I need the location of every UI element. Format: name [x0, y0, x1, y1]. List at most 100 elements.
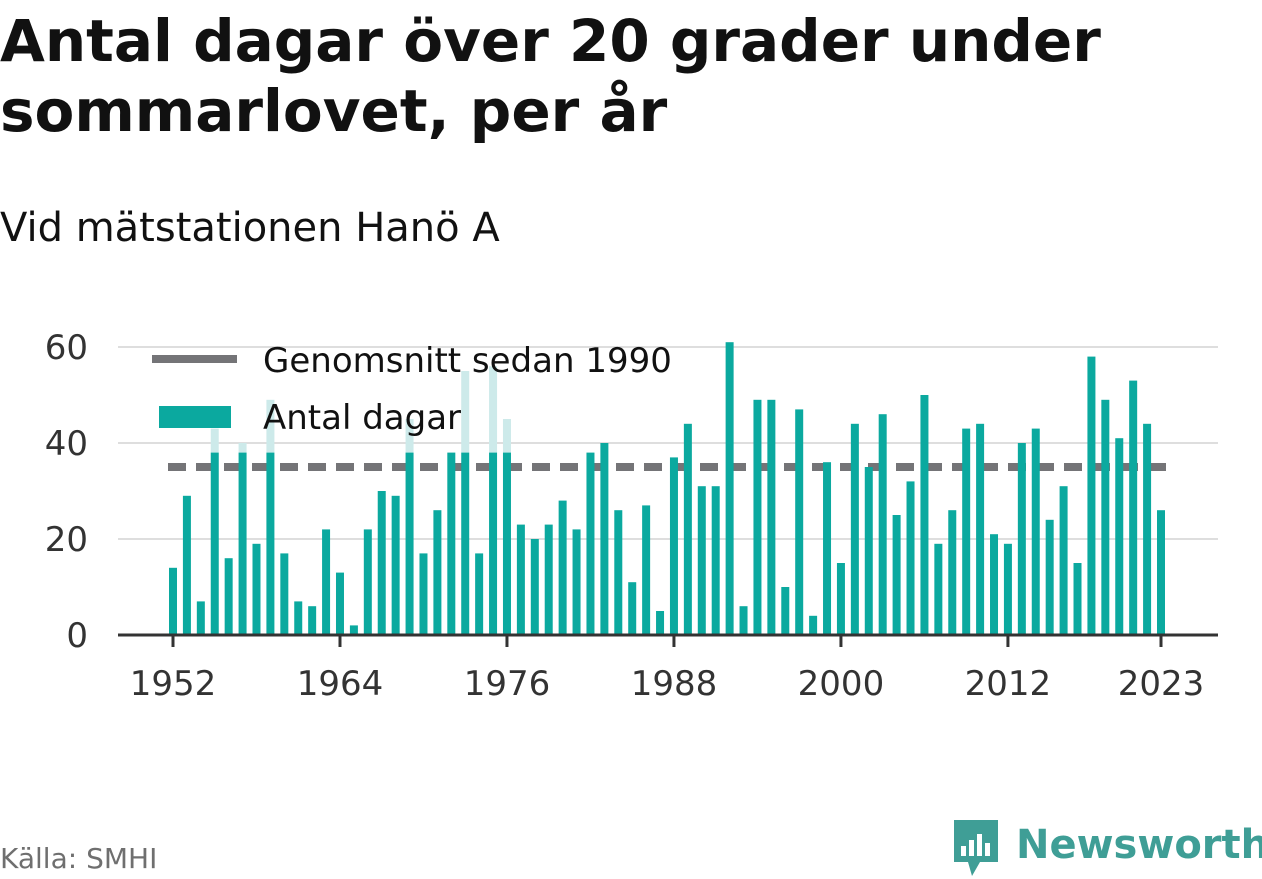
bar-1967 — [377, 491, 386, 635]
bar-2015 — [1045, 519, 1054, 635]
bar-1989 — [683, 423, 692, 635]
legend-swatch-bars — [159, 406, 231, 428]
bar-1955 — [210, 452, 219, 635]
x-tick-label-2000: 2000 — [798, 664, 885, 704]
bar-top-1975 — [489, 366, 498, 453]
y-tick-label-60: 60 — [45, 328, 88, 368]
bar-top-1959 — [266, 399, 275, 453]
bar-1963 — [322, 529, 331, 635]
bar-top-1976 — [502, 419, 511, 453]
bar-2018 — [1087, 356, 1096, 635]
bar-1971 — [433, 510, 442, 635]
chart-title: Antal dagar över 20 grader under sommarl… — [0, 7, 1101, 145]
bar-2004 — [892, 515, 901, 635]
bar-1952 — [169, 567, 177, 635]
bar-1998 — [809, 615, 818, 635]
bar-chart: 0 20 40 60 1952 1964 1976 1988 2000 2012 2023 Geno… — [45, 328, 1218, 704]
x-tick-label-1976: 1976 — [464, 664, 551, 704]
bar-2014 — [1031, 428, 1040, 635]
bar-2022 — [1143, 423, 1152, 635]
bar-2001 — [850, 423, 859, 635]
axes: 0 20 40 60 1952 1964 1976 1988 2000 2012 2023 — [45, 328, 1218, 704]
bar-2006 — [920, 395, 929, 635]
bar-2017 — [1073, 563, 1082, 635]
bar-1970 — [419, 553, 428, 635]
bars — [169, 342, 1165, 635]
x-tick-label-1952: 1952 — [130, 664, 217, 704]
legend: Genomsnitt sedan 1990 Antal dagar — [152, 341, 672, 438]
bar-2010 — [976, 423, 985, 635]
y-tick-label-20: 20 — [45, 520, 88, 560]
y-tick-label-0: 0 — [66, 616, 88, 656]
bar-1953 — [182, 495, 191, 635]
bar-1968 — [391, 495, 400, 635]
bar-1975 — [489, 452, 498, 635]
bar-1976 — [502, 452, 511, 635]
bar-2011 — [990, 534, 999, 635]
bar-top-1969 — [405, 419, 414, 453]
y-tick-label-40: 40 — [45, 424, 88, 464]
bar-1997 — [795, 409, 804, 635]
bar-1964 — [335, 572, 344, 635]
bar-1957 — [238, 452, 247, 635]
bar-1965 — [349, 625, 358, 635]
bar-1959 — [266, 452, 275, 635]
bar-1999 — [823, 462, 832, 635]
bar-1991 — [711, 486, 720, 635]
brand-name: Newsworthy — [1016, 822, 1262, 868]
bar-2003 — [878, 414, 887, 635]
bar-1993 — [739, 606, 748, 635]
bar-2005 — [906, 481, 915, 635]
bar-2012 — [1003, 543, 1012, 635]
bar-1960 — [280, 553, 289, 635]
x-tick-label-2012: 2012 — [965, 664, 1052, 704]
bar-1983 — [600, 443, 609, 635]
x-tick-label-2023: 2023 — [1118, 664, 1205, 704]
chart-subtitle: Vid mätstationen Hanö A — [0, 205, 500, 251]
bar-1962 — [308, 606, 317, 635]
bar-1992 — [725, 342, 734, 635]
bar-2009 — [962, 428, 971, 635]
bar-1987 — [656, 611, 665, 635]
brand-logo[interactable]: Newsworthy — [950, 818, 1262, 878]
x-tick-label-1988: 1988 — [631, 664, 718, 704]
bar-2016 — [1059, 486, 1068, 635]
bar-1986 — [642, 505, 651, 635]
bar-1980 — [558, 500, 567, 635]
bar-1979 — [544, 524, 553, 635]
bar-2013 — [1017, 443, 1026, 635]
bar-2007 — [934, 543, 943, 635]
bar-2021 — [1129, 380, 1138, 635]
bar-1984 — [614, 510, 623, 635]
bar-1969 — [405, 452, 414, 635]
bar-2020 — [1115, 438, 1124, 635]
bar-1978 — [530, 539, 539, 635]
bar-1972 — [447, 452, 456, 635]
bar-1996 — [781, 587, 790, 635]
bar-2008 — [948, 510, 957, 635]
bar-chart-speech-bubble-icon — [954, 820, 998, 876]
bar-1958 — [252, 543, 261, 635]
x-tick-label-1964: 1964 — [297, 664, 384, 704]
bar-2000 — [836, 563, 845, 635]
bar-1981 — [572, 529, 581, 635]
legend-label-bars: Antal dagar — [263, 398, 461, 438]
bar-1966 — [363, 529, 372, 635]
bar-1974 — [475, 553, 484, 635]
bar-2019 — [1101, 399, 1110, 635]
bar-top-1955 — [210, 428, 219, 453]
bar-top-1973 — [461, 371, 470, 453]
bar-1977 — [516, 524, 525, 635]
bar-1994 — [753, 399, 762, 635]
bar-2002 — [864, 467, 873, 635]
bar-1988 — [669, 457, 678, 635]
legend-label-average: Genomsnitt sedan 1990 — [263, 341, 672, 381]
bar-1982 — [586, 452, 595, 635]
bar-1956 — [224, 558, 233, 635]
bar-1985 — [628, 582, 637, 635]
bar-1995 — [767, 399, 776, 635]
bar-1973 — [461, 452, 470, 635]
bar-2023 — [1157, 510, 1165, 635]
bar-1990 — [697, 486, 706, 635]
source-note: Källa: SMHI — [0, 842, 158, 875]
